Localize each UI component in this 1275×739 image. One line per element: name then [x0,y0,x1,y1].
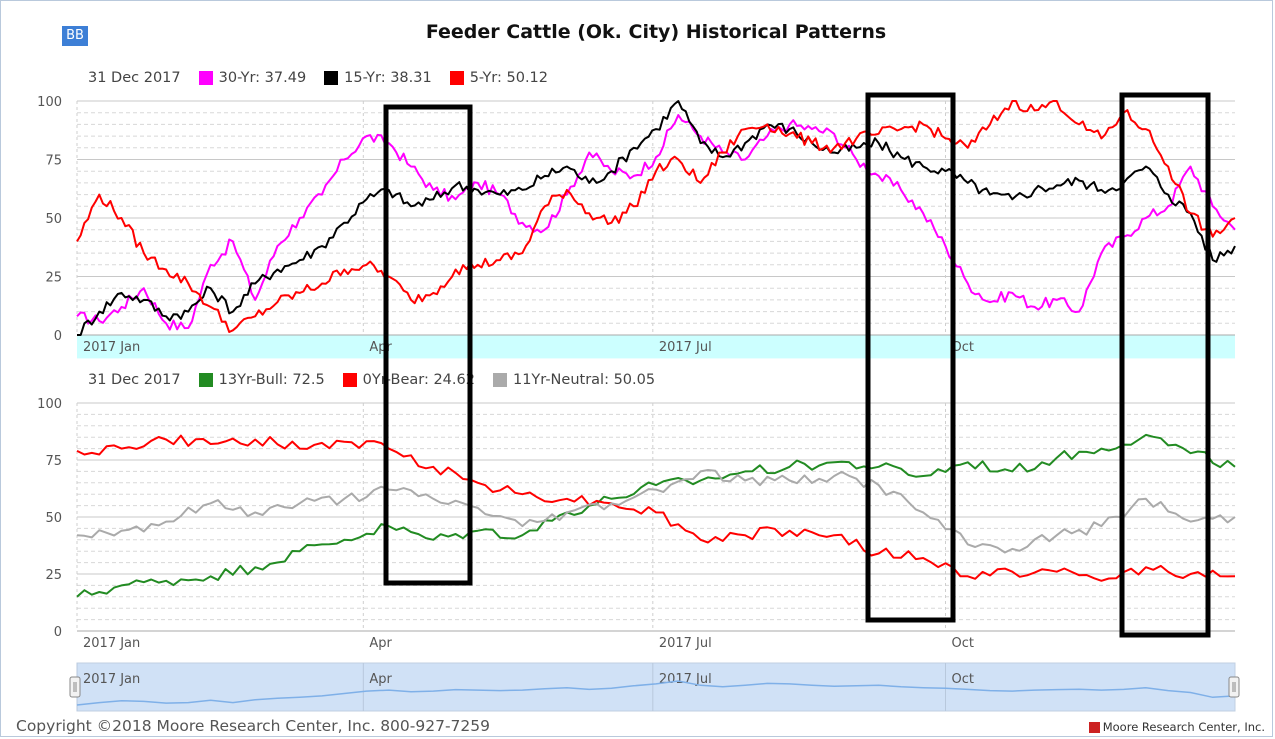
y-tick-label: 100 [37,95,62,110]
y-tick-label: 100 [37,397,62,412]
chart-title: Feeder Cattle (Ok. City) Historical Patt… [425,21,887,43]
series-line-0yr-bear [76,434,1236,582]
legend-item-15yr[interactable]: 15-Yr: 38.31 [324,70,432,86]
annotation-box [383,104,473,586]
legend-top: 31 Dec 2017 30-Yr: 37.49 15-Yr: 38.31 5-… [88,70,548,86]
legend-item-bear[interactable]: 0Yr-Bear: 24.62 [342,372,475,388]
navigator-handle-right[interactable] [1228,676,1240,698]
legend-item-bull[interactable]: 13Yr-Bull: 72.5 [198,372,325,388]
series-line-13yr-bull [76,433,1236,598]
legend-label-bear: 0Yr-Bear: 24.62 [362,372,475,388]
navigator-series-line [76,680,1236,706]
x-tick-label: Apr [369,636,392,651]
legend-bottom: 31 Dec 2017 13Yr-Bull: 72.5 0Yr-Bear: 24… [88,372,655,388]
y-tick-label: 25 [45,271,62,286]
series-line-5-yr [76,100,1236,333]
legend-label-bull: 13Yr-Bull: 72.5 [218,372,325,388]
legend-swatch-neutral [492,373,507,387]
y-tick-label: 0 [54,625,62,640]
legend-label-30yr: 30-Yr: 37.49 [218,70,307,86]
legend-item-30yr[interactable]: 30-Yr: 37.49 [198,70,307,86]
x-tick-label: 2017 Jan [83,636,140,651]
copyright-text: Copyright ©2018 Moore Research Center, I… [16,717,490,735]
y-tick-label: 0 [54,329,62,344]
panel-1: 0 25 50 75 100 2017 Jan Apr 2017 Jul Oct [37,397,1236,651]
brand-logo-icon [1088,721,1100,733]
legend-swatch-bull [198,373,213,387]
y-tick-label: 75 [45,454,62,469]
legend-item-5yr[interactable]: 5-Yr: 50.12 [449,70,549,86]
series-line-30-yr [76,114,1236,331]
legend-top-date: 31 Dec 2017 [88,70,181,86]
x-tick-label: Oct [952,340,974,355]
y-tick-label: 50 [45,212,62,227]
annotation-box [1119,92,1211,638]
y-tick-label: 25 [45,568,62,583]
legend-label-neutral: 11Yr-Neutral: 50.05 [512,372,656,388]
legend-label-15yr: 15-Yr: 38.31 [344,70,432,86]
annotation-box [865,92,956,623]
brand-footer[interactable]: Moore Research Center, Inc. [1088,720,1265,734]
navigator-label: Oct [952,672,974,687]
navigator-window [76,662,1236,712]
y-tick-label: 50 [45,511,62,526]
legend-swatch-5yr [449,71,464,85]
series-line-11yr-neutral [76,469,1236,554]
highlight-band [77,335,1235,359]
x-tick-label: 2017 Jul [659,636,712,651]
x-tick-label: 2017 Jan [83,340,140,355]
x-tick-label: Oct [952,636,974,651]
legend-label-5yr: 5-Yr: 50.12 [469,70,549,86]
brand-text: Moore Research Center, Inc. [1102,720,1265,734]
navigator-handle-left[interactable] [69,676,81,698]
legend-swatch-bear [342,373,357,387]
panel-0: 0 25 50 75 100 2017 Jan Apr 2017 Jul Oct [37,95,1236,359]
legend-swatch-30yr [198,71,213,85]
navigator-label: Apr [369,672,392,687]
x-tick-label: 2017 Jul [659,340,712,355]
legend-item-neutral[interactable]: 11Yr-Neutral: 50.05 [492,372,656,388]
legend-bottom-date: 31 Dec 2017 [88,372,181,388]
bb-badge[interactable]: BB [62,26,88,46]
y-tick-label: 75 [45,154,62,169]
navigator-label: 2017 Jul [659,672,712,687]
series-line-15-yr [77,100,1236,336]
navigator-label: 2017 Jan [83,672,140,687]
x-tick-label: Apr [369,340,392,355]
legend-swatch-15yr [324,71,339,85]
